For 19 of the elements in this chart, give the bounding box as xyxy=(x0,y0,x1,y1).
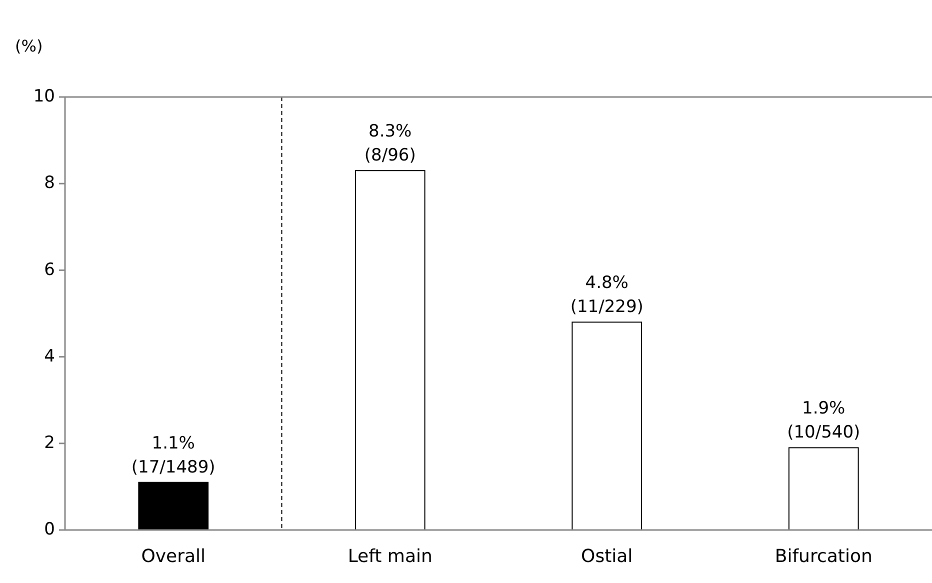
bar xyxy=(138,482,209,530)
x-tick-label: Ostial xyxy=(581,546,633,567)
bar xyxy=(788,447,859,530)
x-tick-label: Left main xyxy=(348,546,432,567)
data-label: 4.8% (11/229) xyxy=(570,273,644,318)
x-tick-label: Bifurcation xyxy=(774,546,872,567)
bar xyxy=(572,322,642,530)
y-tick-label: 0 xyxy=(44,520,55,540)
y-axis-title: (%) xyxy=(15,36,43,56)
data-label: 1.1% (17/1489) xyxy=(131,433,216,478)
y-tick-label: 10 xyxy=(33,86,55,107)
y-tick-label: 4 xyxy=(44,346,55,366)
y-tick-label: 8 xyxy=(44,173,55,194)
data-label: 8.3% (8/96) xyxy=(364,122,416,166)
y-tick-label: 6 xyxy=(44,260,55,280)
bar xyxy=(354,170,426,530)
x-tick-label: Overall xyxy=(141,546,206,567)
data-label: 1.9% (10/540) xyxy=(787,398,860,443)
y-tick-label: 2 xyxy=(44,433,55,454)
